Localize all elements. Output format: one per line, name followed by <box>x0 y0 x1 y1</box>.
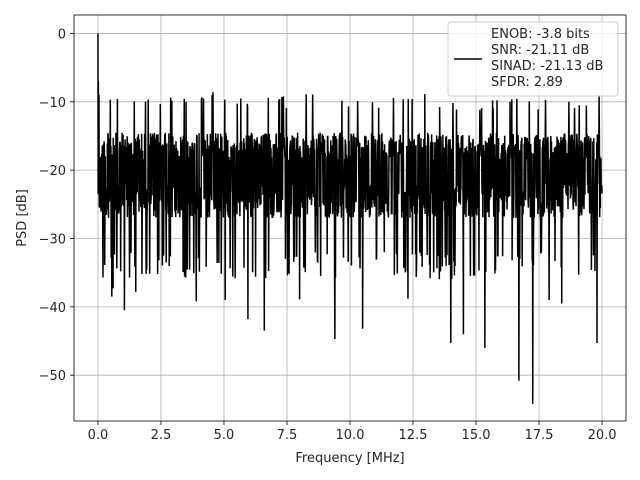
legend-sfdr: SFDR: 2.89 <box>491 75 563 90</box>
legend-enob: ENOB: -3.8 bits <box>491 27 590 42</box>
legend-box <box>447 21 619 97</box>
y-tick-label: −30 <box>39 233 66 248</box>
x-tick-label: 17.5 <box>525 428 554 443</box>
y-tick-label: 0 <box>58 27 66 42</box>
x-tick-label: 7.5 <box>277 428 298 443</box>
legend-sinad: SINAD: -21.13 dB <box>491 59 603 74</box>
legend: ENOB: -3.8 bits SNR: -21.11 dB SINAD: -2… <box>447 21 619 97</box>
psd-series-line <box>97 33 603 404</box>
legend-snr: SNR: -21.11 dB <box>491 43 589 58</box>
x-tick-label: 20.0 <box>588 428 617 443</box>
x-tick-label: 15.0 <box>462 428 491 443</box>
x-tick-label: 12.5 <box>399 428 428 443</box>
y-tick-label: −10 <box>39 96 66 111</box>
y-axis-title: PSD [dB] <box>15 189 30 247</box>
x-tick-label: 0.0 <box>88 428 109 443</box>
y-tick-label: −40 <box>39 301 66 316</box>
axis-ticks: 0.0 2.5 5.0 7.5 10.0 12.5 15.0 17.5 20.0 0 −10 −20 −… <box>39 27 617 443</box>
x-tick-label: 5.0 <box>214 428 235 443</box>
x-tick-label: 10.0 <box>336 428 365 443</box>
y-tick-label: −20 <box>39 164 66 179</box>
plot-frame <box>73 14 627 422</box>
x-axis-title: Frequency [MHz] <box>295 451 404 466</box>
x-tick-label: 2.5 <box>151 428 172 443</box>
y-tick-label: −50 <box>39 369 66 384</box>
